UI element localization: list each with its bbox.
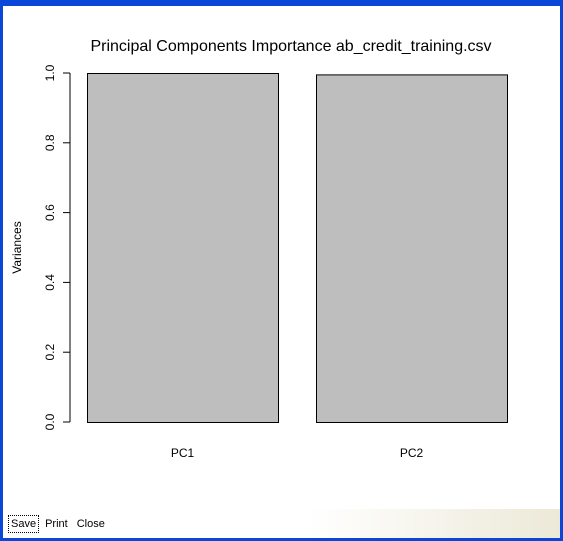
y-tick-label: 0.8	[43, 134, 57, 151]
print-button[interactable]: Print	[42, 515, 71, 533]
bar-pc2	[316, 74, 508, 424]
y-tick-label: 1.0	[43, 64, 57, 81]
x-tick-label: PC2	[400, 446, 424, 460]
bar-chart: Principal Components Importance ab_credi…	[10, 38, 508, 460]
y-tick-label: 0.2	[43, 344, 57, 361]
chart-title: Principal Components Importance ab_credi…	[90, 38, 491, 55]
bars	[87, 73, 508, 424]
y-axis: 0.0 0.2 0.4 0.6 0.8 1.0	[43, 64, 71, 430]
bar-pc1	[87, 73, 279, 423]
x-tick-label: PC1	[171, 446, 195, 460]
x-tick-labels: PC1 PC2	[171, 446, 424, 460]
plot-area: Principal Components Importance ab_credi…	[3, 6, 560, 506]
button-bar: Save Print Close	[3, 509, 560, 538]
save-button[interactable]: Save	[8, 514, 40, 533]
y-tick-label: 0.0	[43, 413, 57, 430]
close-button[interactable]: Close	[74, 515, 108, 533]
y-axis-label: Variances	[10, 221, 24, 273]
y-tick-label: 0.6	[43, 204, 57, 221]
y-tick-label: 0.4	[43, 274, 57, 291]
